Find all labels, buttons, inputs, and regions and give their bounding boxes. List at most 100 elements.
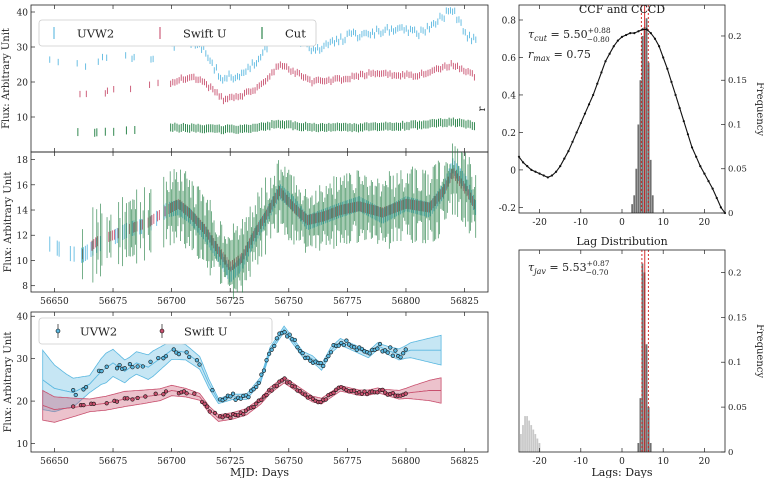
y-axis-label: Flux: Arbitrary Unit: [1, 28, 12, 129]
ccf-point: [612, 45, 615, 48]
y-tick-label: 0.4: [502, 91, 517, 101]
x-tick-label: 10: [657, 218, 669, 228]
data-point: [130, 365, 135, 370]
histogram-bar: [651, 195, 654, 213]
histogram-bar-light: [528, 420, 531, 452]
ccf-point: [711, 187, 714, 190]
data-point: [269, 347, 274, 352]
data-point: [354, 347, 359, 352]
ccf-point: [682, 120, 685, 123]
x-tick-label: 56675: [99, 457, 128, 467]
ccf-point: [575, 131, 578, 134]
histogram-bar: [641, 263, 644, 452]
data-point: [104, 364, 109, 369]
histogram-bar: [649, 159, 652, 213]
ccf-point: [641, 28, 644, 31]
histogram-bar-light: [532, 429, 535, 452]
y-tick-label: 10: [17, 257, 29, 267]
ccf-point: [715, 196, 718, 200]
data-point: [403, 391, 408, 396]
x-tick-label: -10: [574, 218, 589, 228]
data-point: [259, 397, 264, 402]
ccf-point: [554, 170, 558, 173]
data-point: [230, 391, 236, 396]
tau-annotation: τjav = 5.53+0.87 −0.70: [528, 259, 610, 277]
x-tick-label: -20: [532, 218, 547, 228]
y-tick-label: 40: [17, 313, 29, 323]
data-point: [114, 366, 120, 371]
data-point: [403, 347, 408, 352]
panel-ccf-cccd: -0.2 0 0.2 0.4 0.6 0.8 0 0.05 0.1 0.15 0.2 -20 -10 0 1…: [477, 3, 764, 228]
ccf-point: [620, 35, 624, 38]
rmax-annotation: rmax = 0.75: [528, 48, 591, 63]
data-point: [127, 362, 132, 367]
ccf-point: [625, 33, 628, 37]
x-tick-label: 56800: [392, 297, 421, 307]
histogram-bar-light: [526, 416, 528, 452]
y-axis-label: r: [477, 106, 488, 111]
axes-frame: [518, 249, 726, 453]
legend-label: Cut: [285, 27, 306, 41]
data-point: [323, 397, 328, 402]
data-point: [305, 355, 310, 360]
data-point: [318, 399, 323, 405]
data-point: [81, 387, 86, 392]
data-point: [303, 392, 308, 397]
ccf-point: [703, 172, 706, 175]
x-tick-label: 56800: [392, 457, 421, 467]
data-point: [236, 413, 241, 418]
y2-tick-label: 0: [728, 448, 733, 458]
ccf-point: [596, 82, 599, 85]
x-tick-label: 56725: [216, 297, 245, 307]
y2-tick-label: 0.1: [728, 120, 742, 130]
x-tick-label: 56650: [40, 297, 69, 307]
x-tick-label: -20: [532, 457, 547, 467]
data-point: [135, 364, 140, 369]
data-point: [73, 392, 78, 398]
ccf-point: [686, 133, 690, 136]
y-tick-label: 0.2: [502, 129, 516, 139]
data-point: [344, 338, 349, 343]
ccf-point: [579, 121, 582, 125]
data-point: [297, 388, 303, 394]
ccf-point: [699, 165, 702, 168]
data-point: [341, 342, 346, 348]
y-tick-label: 20: [17, 79, 29, 89]
data-point: [135, 395, 140, 401]
legend-label: Swift U: [183, 27, 227, 41]
ccf-point: [546, 176, 549, 179]
data-point: [163, 389, 169, 394]
data-point: [246, 395, 251, 400]
data-point: [104, 401, 109, 406]
data-point: [114, 399, 120, 404]
data-point: [282, 330, 287, 335]
data-point: [359, 346, 365, 352]
data-point: [261, 368, 267, 373]
data-point: [202, 401, 207, 406]
legend-label: UVW2: [77, 27, 114, 41]
legend-label: UVW2: [80, 325, 117, 339]
histogram-bar-light: [534, 434, 537, 452]
y-tick-label: -0.2: [499, 204, 516, 214]
histogram-bar-light: [536, 438, 539, 452]
data-point: [192, 391, 197, 396]
panel-lag-distribution: 0 0.05 0.1 0.15 0.2 -20 -10 0 10 20 Lag Distributi…: [518, 235, 764, 478]
y-axis-label: Flux: Arbitrary Unit: [3, 332, 14, 433]
data-point: [153, 391, 158, 396]
axes-frame: [30, 151, 489, 293]
ccf-point: [583, 112, 587, 115]
x-tick-label: 10: [657, 457, 669, 467]
ccf-point: [534, 170, 537, 173]
data-point: [81, 403, 86, 408]
histogram-bar: [641, 35, 644, 213]
data-point: [71, 388, 76, 393]
y-tick-label: 18: [17, 156, 29, 166]
data-point: [326, 354, 331, 359]
data-point: [292, 384, 297, 389]
data-point: [359, 391, 365, 397]
data-point: [393, 348, 398, 353]
ccf-point: [530, 168, 533, 172]
legend-label: Swift U: [184, 325, 228, 339]
y-tick-label: 40: [17, 9, 29, 19]
y-tick-label: 20: [17, 398, 29, 408]
